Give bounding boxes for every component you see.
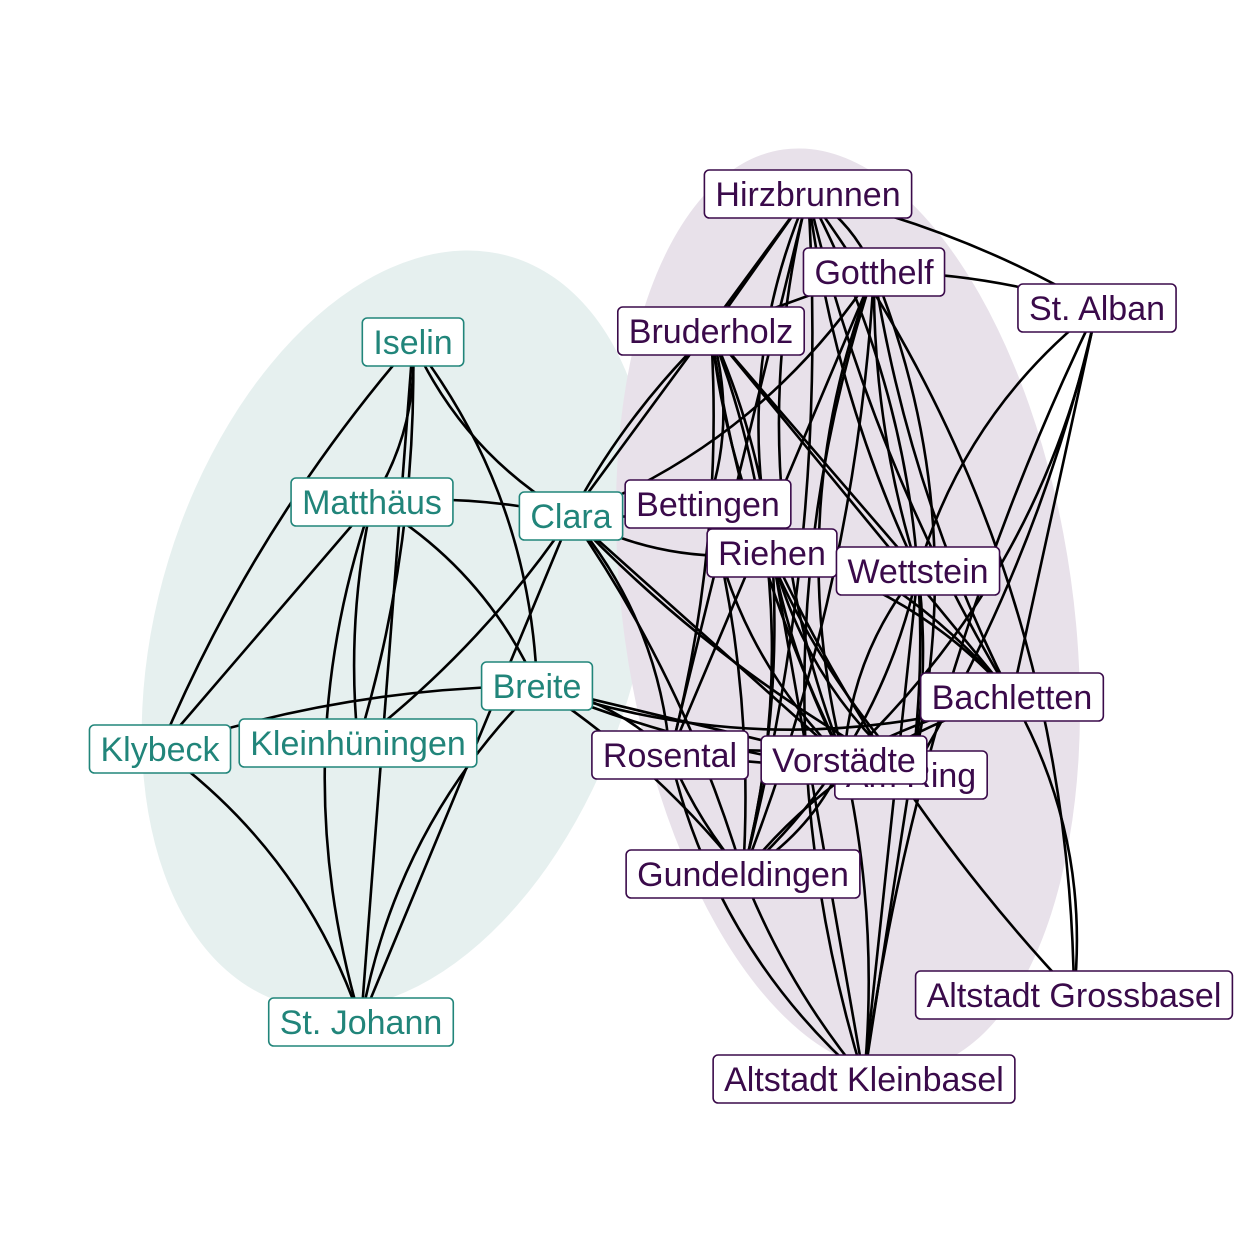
node-label: Bruderholz [629,313,793,351]
node-box [591,730,749,780]
node-box [361,317,465,367]
node-altstadtkleinbasel[interactable]: Altstadt Kleinbasel [712,1054,1016,1104]
node-box [616,306,806,356]
edge-amring-altstadtkleinbasel [862,774,913,1080]
edge-riehen-gundeldingen [741,552,776,875]
node-rosental[interactable]: Rosental [591,730,749,780]
node-box [624,479,792,529]
node-box [802,247,946,297]
node-vorstaedte[interactable]: Vorstädte [760,735,928,785]
node-box [625,849,861,899]
node-box [914,970,1234,1020]
node-label: Hirzbrunnen [715,176,900,214]
node-label: Altstadt Kleinbasel [724,1061,1004,1099]
node-label: Breite [493,668,582,706]
node-riehen[interactable]: Riehen [706,528,838,578]
edge-clara-vorstaedte [570,515,845,761]
node-label: Clara [530,498,611,536]
node-label: Wettstein [847,553,988,591]
node-gundeldingen[interactable]: Gundeldingen [625,849,861,899]
edge-iselin-kleinhueningen [356,341,415,744]
node-stjohann[interactable]: St. Johann [267,997,455,1047]
node-bettingen[interactable]: Bettingen [624,479,792,529]
node-label: Bettingen [636,486,780,524]
node-bruderholz[interactable]: Bruderholz [616,306,806,356]
node-box [518,491,624,541]
edge-matthaeus-kleinhueningen [352,501,374,744]
node-matthaeus[interactable]: Matthäus [290,477,454,527]
node-label: Riehen [718,535,826,573]
node-label: Rosental [603,737,737,775]
edge-gotthelf-wettstein [872,271,920,572]
edge-iselin-klybeck [158,341,414,750]
node-label: Bachletten [932,679,1093,717]
edge-hirzbrunnen-wettstein [806,193,920,572]
edge-stalban-wettstein [916,306,1098,572]
edge-gotthelf-bachletten [872,271,1014,698]
node-box [267,997,455,1047]
node-wettstein[interactable]: Wettstein [835,546,1001,596]
node-label: Gotthelf [814,254,934,292]
node-box [290,477,454,527]
node-label: St. Alban [1029,290,1165,328]
node-label: St. Johann [280,1004,443,1042]
edge-rosental-altstadtkleinbasel [668,754,865,1080]
edge-riehen-altstadtkleinbasel [770,552,866,1080]
node-label: Iselin [373,324,452,362]
node-klybeck[interactable]: Klybeck [88,724,232,774]
node-label: Vorstädte [772,742,916,780]
node-label: Kleinhüningen [250,725,466,763]
edge-gotthelf-vorstaedte [817,271,876,761]
node-clara[interactable]: Clara [518,491,624,541]
node-stalban[interactable]: St. Alban [1017,283,1177,333]
node-box [88,724,232,774]
edge-bruderholz-bachletten [709,330,1014,698]
node-box [835,546,1001,596]
node-layer: Iselin Matthäus Clara Breite Kleinhüningen Kl… [88,169,1234,1104]
node-box [1017,283,1177,333]
node-label: Altstadt Grossbasel [927,977,1222,1015]
edge-iselin-stjohann [359,341,415,1023]
edge-vorstaedte-altstadtkleinbasel [842,759,870,1080]
node-kleinhueningen[interactable]: Kleinhüningen [238,718,478,768]
edge-bachletten-altstadtgrossbasel [1010,696,1079,996]
edge-breite-stjohann [359,685,538,1023]
node-altstadtgrossbasel[interactable]: Altstadt Grossbasel [914,970,1234,1020]
edge-clara-gundeldingen [569,515,745,875]
node-box [238,718,478,768]
edge-klybeck-stjohann [159,747,363,1023]
node-label: Gundeldingen [637,856,849,894]
edge-clara-kleinhueningen [357,515,573,745]
edge-matthaeus-klybeck [159,501,373,750]
node-iselin[interactable]: Iselin [361,317,465,367]
node-box [480,661,594,711]
node-breite[interactable]: Breite [480,661,594,711]
node-box [760,735,928,785]
node-gotthelf[interactable]: Gotthelf [802,247,946,297]
node-label: Matthäus [302,484,442,522]
edge-stalban-bachletten [1010,307,1099,698]
edge-gotthelf-gundeldingen [741,271,876,875]
node-box [712,1054,1016,1104]
node-hirzbrunnen[interactable]: Hirzbrunnen [703,169,913,219]
node-label: Klybeck [100,731,220,769]
edge-wettstein-altstadtkleinbasel [862,570,920,1080]
node-box [919,672,1105,722]
node-bachletten[interactable]: Bachletten [919,672,1105,722]
node-box [703,169,913,219]
cluster-hull-a [141,250,655,1010]
